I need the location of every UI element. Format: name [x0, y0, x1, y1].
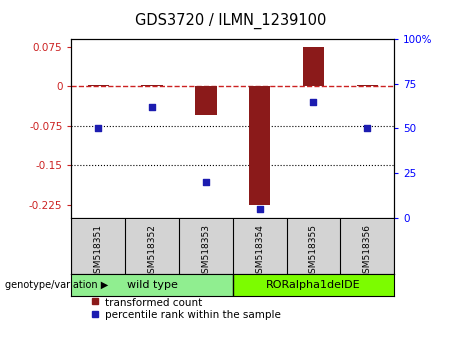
Text: wild type: wild type [127, 280, 177, 290]
Point [202, 179, 210, 185]
Bar [195, 86, 217, 115]
Text: RORalpha1delDE: RORalpha1delDE [266, 280, 361, 290]
Bar [249, 86, 271, 205]
Point [310, 99, 317, 104]
Point [95, 126, 102, 131]
Text: GSM518352: GSM518352 [148, 224, 157, 279]
Text: genotype/variation ▶: genotype/variation ▶ [5, 280, 108, 290]
Text: transformed count: transformed count [105, 298, 202, 308]
Text: GSM518354: GSM518354 [255, 224, 264, 279]
Text: GSM518355: GSM518355 [309, 224, 318, 279]
Text: GSM518356: GSM518356 [363, 224, 372, 279]
Bar [142, 85, 163, 86]
Bar [356, 85, 378, 86]
Point [364, 126, 371, 131]
Text: GSM518353: GSM518353 [201, 224, 210, 279]
Text: GSM518351: GSM518351 [94, 224, 103, 279]
Text: percentile rank within the sample: percentile rank within the sample [105, 310, 281, 320]
Bar [303, 47, 324, 86]
Point [148, 104, 156, 110]
Bar [88, 85, 109, 86]
Text: GDS3720 / ILMN_1239100: GDS3720 / ILMN_1239100 [135, 12, 326, 29]
Point [256, 206, 263, 212]
